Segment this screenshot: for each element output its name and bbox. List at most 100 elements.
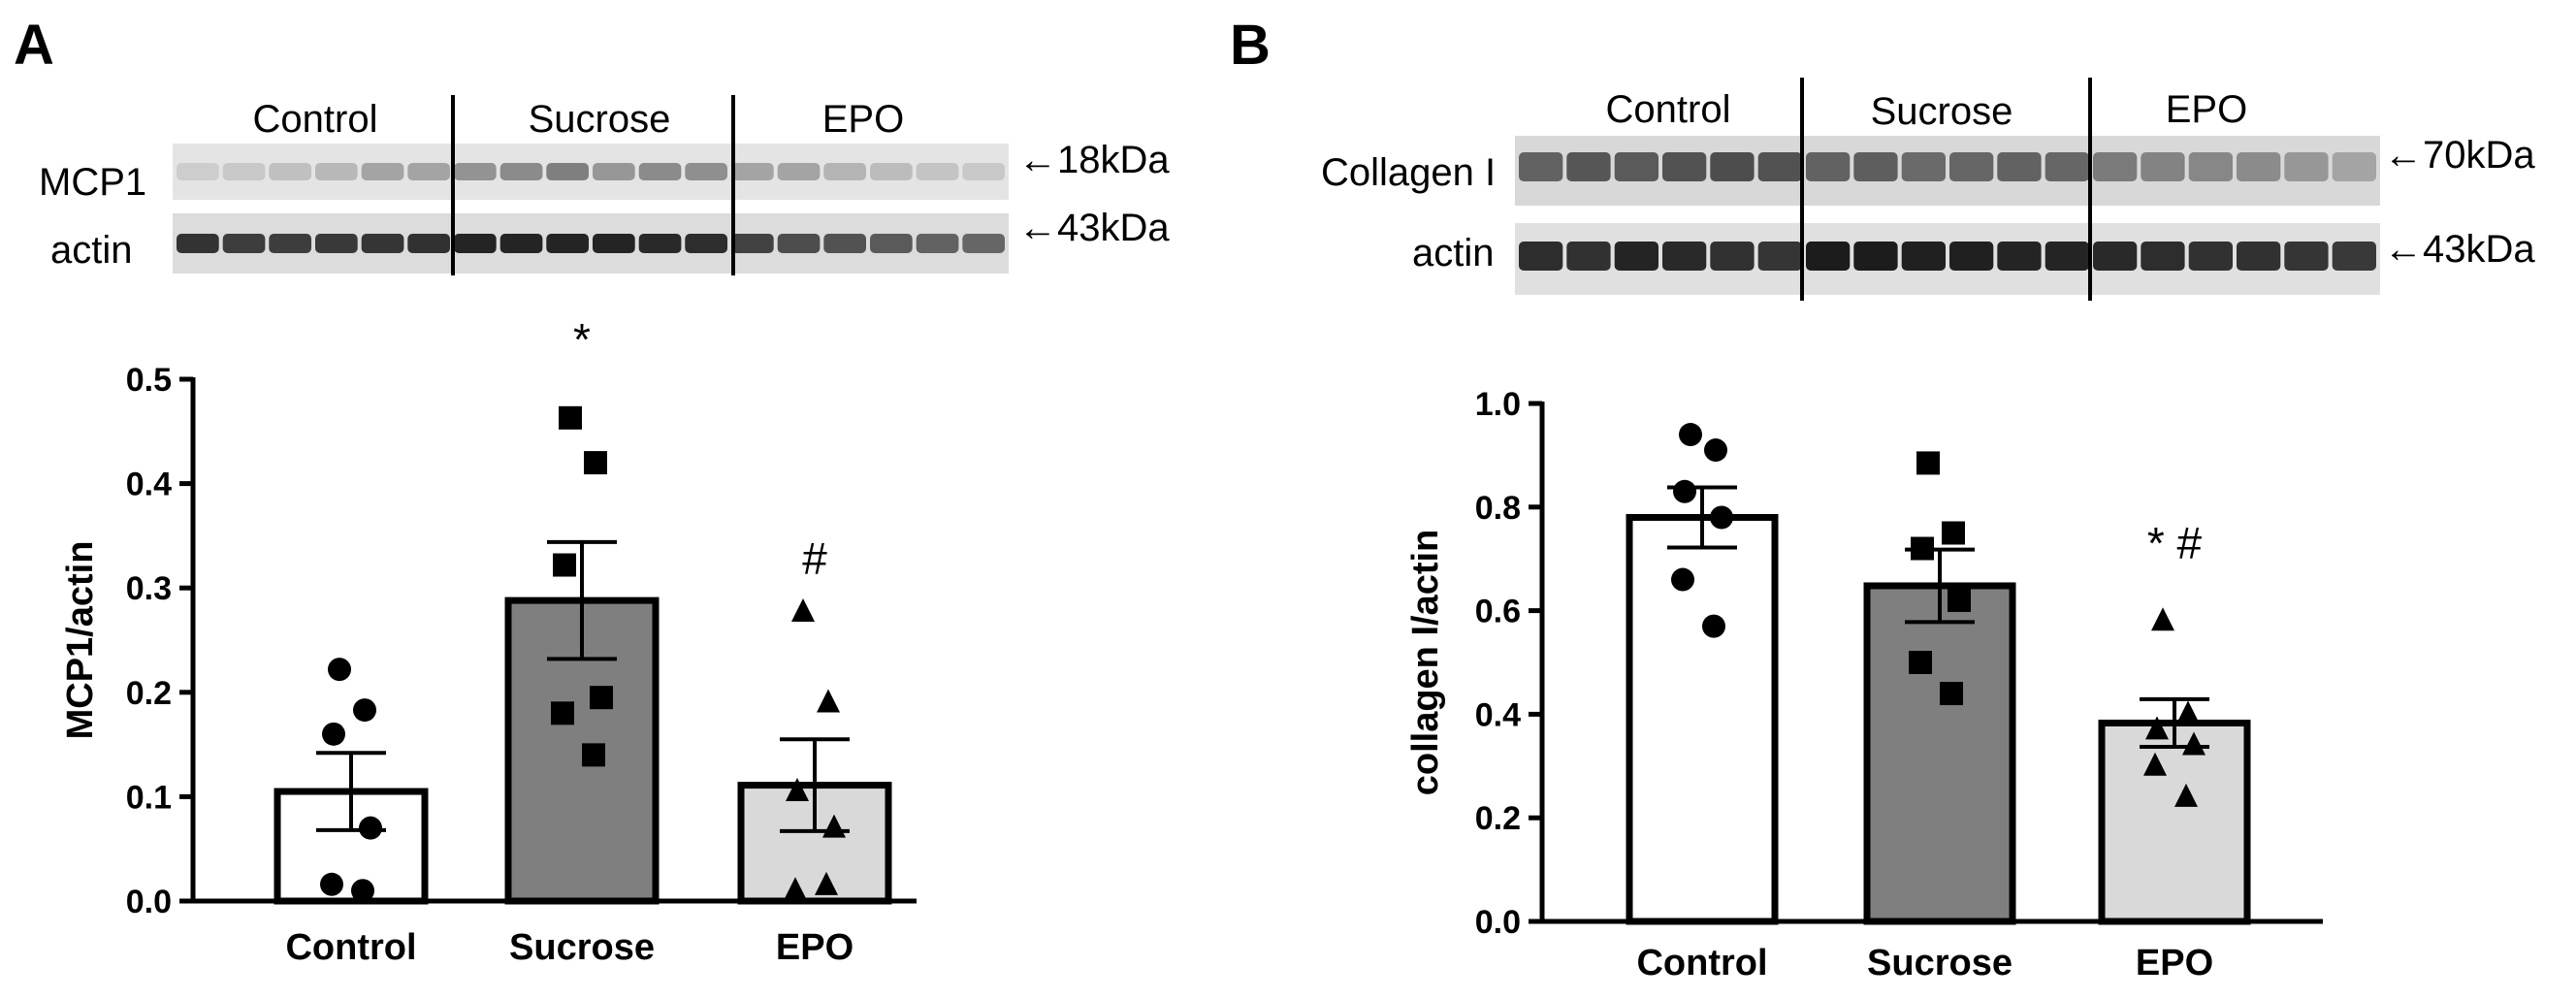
significance-annotation: * [573, 314, 591, 365]
blot-band [1853, 152, 1898, 181]
data-point-circle [1673, 479, 1696, 503]
blot-band [916, 163, 959, 180]
blot-band [1566, 152, 1611, 181]
bar-sucrose [1863, 582, 2016, 925]
blot-group-label-control: Control [253, 98, 378, 141]
panel-letter-a: A [14, 14, 54, 77]
data-point-triangle [786, 778, 809, 802]
blot-group-label-epo: EPO [822, 98, 904, 141]
blot-strip-mcp1 [173, 144, 1009, 200]
blot-band [1710, 152, 1755, 181]
blot-band [2141, 152, 2185, 181]
data-point-circle [1710, 505, 1733, 530]
data-point-circle [320, 872, 343, 896]
y-tick-label: 0.5 [126, 362, 172, 399]
blot-band [2237, 152, 2281, 181]
blot-band [1997, 242, 2042, 271]
marker-label-18kda: ←18kDa [1018, 139, 1170, 181]
blot-band [2093, 152, 2138, 181]
blot-strip-actin [1515, 223, 2380, 295]
data-point-square [1911, 536, 1934, 561]
panel-b: B Control Sucrose EPO Collagen I actin ←… [1230, 14, 2535, 983]
panel-letter-b: B [1230, 14, 1271, 77]
data-point-circle [322, 722, 345, 746]
blot-band [222, 163, 266, 180]
blot-row-label-collagen: Collagen I [1321, 151, 1496, 194]
blot-band [823, 163, 866, 180]
blot-band [407, 234, 450, 253]
bar-chart-b: 0.0 0.2 0.4 0.6 0.8 1.0 collagen I/actin Contro… [1405, 386, 2323, 983]
blot-band [1949, 152, 1994, 181]
blot-band [2188, 242, 2233, 271]
blot-band [1949, 242, 1994, 271]
blot-bands-mcp1 [177, 163, 1005, 180]
y-tick-label: 0.4 [126, 467, 172, 503]
blot-band [2332, 242, 2376, 271]
blot-band [823, 234, 866, 253]
data-point-square [582, 743, 605, 767]
y-tick-label: 0.0 [1475, 904, 1521, 941]
blot-band [1997, 152, 2042, 181]
data-point-circle [351, 879, 374, 903]
blot-band [870, 234, 913, 253]
blot-band [315, 163, 358, 180]
blot-band [593, 163, 635, 180]
y-tick-label: 1.0 [1475, 386, 1521, 423]
bar-epo [2098, 719, 2251, 925]
data-point-square [584, 451, 607, 475]
blot-band [269, 234, 311, 253]
blot-band [2045, 242, 2089, 271]
panel-a: A Control Sucrose EPO MCP1 actin ←18kDa … [14, 14, 1170, 968]
data-point-square [1909, 651, 1932, 674]
blot-band [1519, 152, 1563, 181]
blot-strip-collagen [1515, 136, 2380, 206]
y-tick-label: 0.1 [126, 779, 172, 816]
blot-band [962, 163, 1005, 180]
blot-row-label-mcp1: MCP1 [39, 161, 146, 204]
blot-band [1614, 152, 1658, 181]
y-tick-label: 0.2 [126, 675, 172, 712]
western-blot-a: Control Sucrose EPO MCP1 actin ←18kDa ←4… [39, 95, 1170, 275]
x-category-label: Control [1636, 943, 1767, 983]
blot-strip-actin [173, 213, 1009, 274]
y-axis-title: MCP1/actin [60, 541, 101, 740]
blot-band [2188, 152, 2233, 181]
blot-band [1757, 152, 1802, 181]
y-tick-label: 0.0 [126, 884, 172, 920]
blot-band [777, 163, 821, 180]
blot-band [361, 163, 404, 180]
data-point-circle [1679, 423, 1702, 447]
significance-annotation: * # [2147, 518, 2203, 568]
blot-band [2284, 152, 2329, 181]
data-point-square [559, 405, 582, 430]
data-point-circle [1671, 567, 1694, 592]
blot-band [1662, 242, 1707, 271]
blot-band [685, 163, 727, 180]
blot-band [1806, 152, 1851, 181]
blot-band [1662, 152, 1707, 181]
marker-label-43kda-b: ←43kDa [2384, 228, 2535, 271]
blot-group-label-sucrose: Sucrose [529, 98, 671, 141]
blot-band [638, 234, 682, 253]
blot-band [177, 234, 219, 253]
data-point-triangle [822, 814, 846, 838]
blot-group-label-control: Control [1606, 88, 1731, 131]
blot-bands-actin [177, 234, 1005, 253]
blot-band [2141, 242, 2185, 271]
blot-band [454, 163, 497, 180]
data-point-triangle [2176, 700, 2200, 725]
y-tick-label: 0.8 [1475, 490, 1521, 527]
blot-band [546, 234, 589, 253]
data-point-square [1916, 451, 1940, 475]
blot-band [1566, 242, 1611, 271]
x-category-label: Sucrose [1867, 943, 2012, 983]
x-category-label: EPO [2136, 943, 2213, 983]
blot-band [1853, 242, 1898, 271]
y-tick-label: 0.2 [1475, 800, 1521, 837]
data-point-square [1948, 588, 1971, 612]
blot-row-label-actin: actin [50, 229, 133, 272]
blot-band [731, 163, 774, 180]
blot-band [454, 234, 497, 253]
data-point-triangle [2145, 716, 2169, 740]
